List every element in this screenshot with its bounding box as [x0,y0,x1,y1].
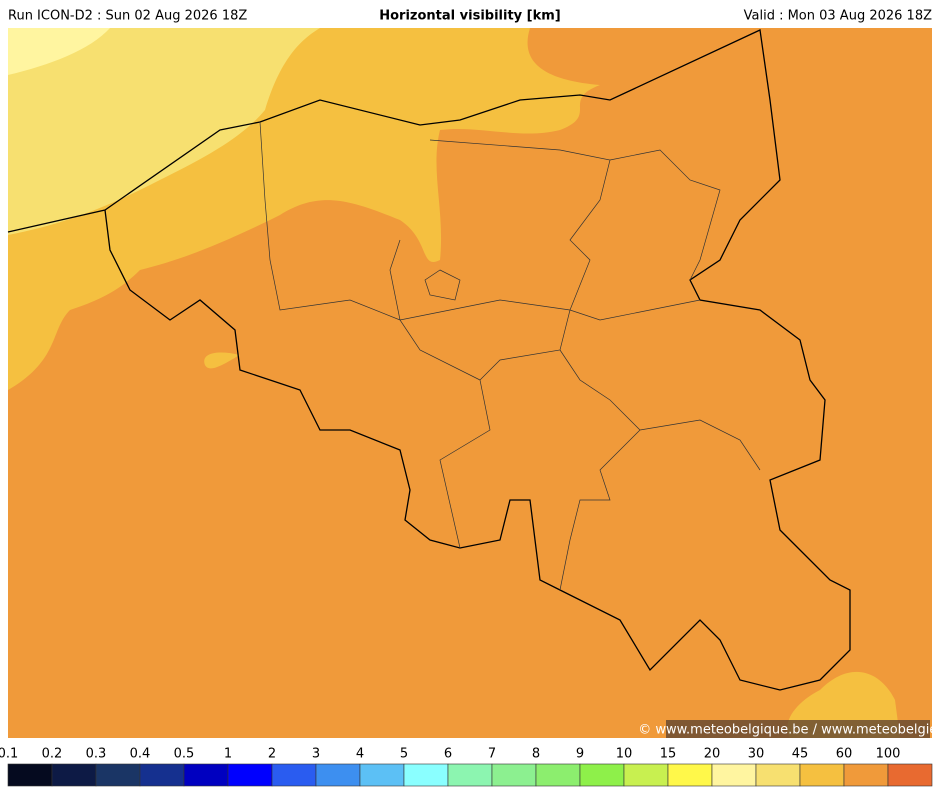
colorbar-tick-label: 3 [312,747,320,762]
credit-box [666,720,930,738]
colorbar-box [755,763,801,787]
colorbar-box [315,763,361,787]
colorbar-tick-label: 0.4 [130,747,151,762]
colorbar-tick-label: 60 [836,747,853,762]
colorbar-box [51,763,97,787]
map: © www.meteobelgique.be / www.meteobelgie… [7,28,940,738]
colorbar-tick-label: 5 [400,747,408,762]
colorbar-tick-label: 0.5 [174,747,195,762]
patch [204,352,240,369]
colorbar-box [271,763,317,787]
colorbar-tick-label: 2 [268,747,276,762]
colorbar: 0.1 0.2 0.3 0.4 0.5 1 2 3 4 5 6 7 8 9 10 15 20 30 45 60 100 [0,747,933,787]
colorbar-tick-label: 0.1 [0,747,18,762]
colorbar-box [799,763,845,787]
credit: © www.meteobelgique.be / www.meteobelgie… [638,723,940,738]
run-label: Run ICON-D2 : Sun 02 Aug 2026 18Z [8,9,247,24]
province-borders [259,121,761,591]
coastal-area [8,28,110,75]
colorbar-tick-label: 1 [224,747,232,762]
colorbar-box [667,763,713,787]
colorbar-box [491,763,537,787]
colorbar-tick-label: 100 [876,747,901,762]
colorbar-box [887,763,933,787]
colorbar-box [227,763,273,787]
colorbar-box [623,763,669,787]
colorbar-tick-label: 4 [356,747,364,762]
colorbar-box [579,763,625,787]
colorbar-tick-label: 0.3 [86,747,107,762]
country-border [7,29,851,691]
colorbar-tick-label: 0.2 [42,747,63,762]
colorbar-tick-label: 20 [704,747,721,762]
colorbar-box [139,763,185,787]
colorbar-tick-label: 8 [532,747,540,762]
colorbar-box [535,763,581,787]
colorbar-box [359,763,405,787]
colorbar-box [7,763,53,787]
colorbar-box [447,763,493,787]
colorbar-box [711,763,757,787]
high-visibility-area [8,28,320,235]
colorbar-tick-label: 7 [488,747,496,762]
colorbar-tick-label: 10 [616,747,633,762]
colorbar-tick-label: 9 [576,747,584,762]
colorbar-tick-label: 6 [444,747,452,762]
colorbar-tick-label: 30 [748,747,765,762]
colorbar-box [95,763,141,787]
colorbar-box [183,763,229,787]
colorbar-tick-label: 45 [792,747,809,762]
valid-label: Valid : Mon 03 Aug 2026 18Z [744,9,932,24]
colorbar-box [403,763,449,787]
colorbar-box [843,763,889,787]
colorbar-tick-label: 15 [660,747,677,762]
map-title: Horizontal visibility [km] [379,9,561,24]
